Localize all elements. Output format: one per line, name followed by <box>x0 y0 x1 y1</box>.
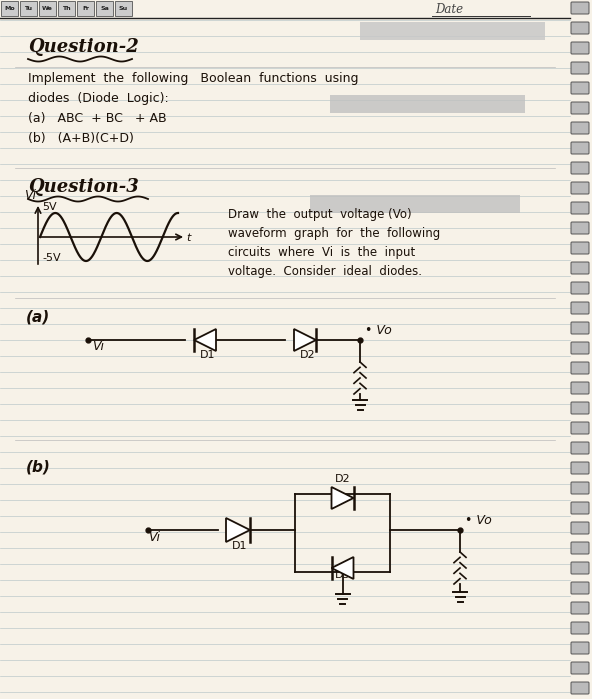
Text: • Vo: • Vo <box>365 324 392 337</box>
FancyBboxPatch shape <box>571 202 589 214</box>
Text: D3: D3 <box>334 570 350 580</box>
FancyBboxPatch shape <box>571 62 589 74</box>
Text: Vi: Vi <box>24 189 36 202</box>
Bar <box>310 195 520 213</box>
Text: waveform  graph  for  the  following: waveform graph for the following <box>228 227 440 240</box>
Text: • Vo: • Vo <box>465 514 492 527</box>
Text: diodes  (Diode  Logic):: diodes (Diode Logic): <box>28 92 169 105</box>
Text: We: We <box>42 6 53 11</box>
Text: Vi: Vi <box>92 340 104 353</box>
FancyBboxPatch shape <box>571 182 589 194</box>
FancyBboxPatch shape <box>571 562 589 574</box>
Text: Tu: Tu <box>24 6 33 11</box>
Bar <box>1 1 18 16</box>
Text: D2: D2 <box>300 350 316 360</box>
FancyBboxPatch shape <box>571 522 589 534</box>
FancyBboxPatch shape <box>571 322 589 334</box>
FancyBboxPatch shape <box>571 82 589 94</box>
FancyBboxPatch shape <box>571 662 589 674</box>
FancyBboxPatch shape <box>571 42 589 54</box>
FancyBboxPatch shape <box>571 682 589 694</box>
FancyBboxPatch shape <box>571 382 589 394</box>
FancyBboxPatch shape <box>571 242 589 254</box>
FancyBboxPatch shape <box>571 482 589 494</box>
Text: Draw  the  output  voltage (Vo): Draw the output voltage (Vo) <box>228 208 411 221</box>
Text: t: t <box>186 233 191 243</box>
Text: -5V: -5V <box>42 253 60 263</box>
Text: (a)   ABC  + BC   + AB: (a) ABC + BC + AB <box>28 112 166 125</box>
Text: Date: Date <box>435 3 463 16</box>
Bar <box>20 1 37 16</box>
Bar <box>330 95 525 113</box>
Bar <box>77 1 94 16</box>
FancyBboxPatch shape <box>571 542 589 554</box>
FancyBboxPatch shape <box>571 622 589 634</box>
Polygon shape <box>332 487 353 509</box>
FancyBboxPatch shape <box>571 462 589 474</box>
Text: 5V: 5V <box>42 202 57 212</box>
FancyBboxPatch shape <box>571 122 589 134</box>
FancyBboxPatch shape <box>571 162 589 174</box>
Bar <box>58 1 75 16</box>
FancyBboxPatch shape <box>571 142 589 154</box>
Bar <box>39 1 56 16</box>
FancyBboxPatch shape <box>571 442 589 454</box>
Text: (b)   (A+B)(C+D): (b) (A+B)(C+D) <box>28 132 134 145</box>
Text: Sa: Sa <box>100 6 109 11</box>
Text: Vi: Vi <box>148 531 160 544</box>
Text: D1: D1 <box>200 350 215 360</box>
Text: D1: D1 <box>232 541 247 551</box>
Text: Fr: Fr <box>82 6 89 11</box>
Text: Su: Su <box>119 6 128 11</box>
FancyBboxPatch shape <box>571 642 589 654</box>
Text: Th: Th <box>62 6 71 11</box>
FancyBboxPatch shape <box>571 342 589 354</box>
Bar <box>360 22 545 40</box>
FancyBboxPatch shape <box>571 282 589 294</box>
Text: (b): (b) <box>26 460 51 475</box>
Text: (a): (a) <box>26 310 50 325</box>
Polygon shape <box>294 329 316 351</box>
FancyBboxPatch shape <box>571 582 589 594</box>
FancyBboxPatch shape <box>571 402 589 414</box>
Text: Question-2: Question-2 <box>28 38 139 56</box>
Text: circuits  where  Vi  is  the  input: circuits where Vi is the input <box>228 246 415 259</box>
FancyBboxPatch shape <box>571 302 589 314</box>
FancyBboxPatch shape <box>571 262 589 274</box>
FancyBboxPatch shape <box>571 362 589 374</box>
Text: D2: D2 <box>334 474 350 484</box>
Polygon shape <box>332 557 353 579</box>
FancyBboxPatch shape <box>571 22 589 34</box>
Text: Implement  the  following   Boolean  functions  using: Implement the following Boolean function… <box>28 72 359 85</box>
Text: Question-3: Question-3 <box>28 178 139 196</box>
FancyBboxPatch shape <box>571 422 589 434</box>
FancyBboxPatch shape <box>571 222 589 234</box>
Polygon shape <box>194 329 216 351</box>
FancyBboxPatch shape <box>571 102 589 114</box>
Bar <box>115 1 132 16</box>
FancyBboxPatch shape <box>571 2 589 14</box>
Text: Mo: Mo <box>4 6 15 11</box>
Bar <box>96 1 113 16</box>
Text: voltage.  Consider  ideal  diodes.: voltage. Consider ideal diodes. <box>228 265 422 278</box>
Polygon shape <box>226 518 250 542</box>
FancyBboxPatch shape <box>571 502 589 514</box>
FancyBboxPatch shape <box>571 602 589 614</box>
